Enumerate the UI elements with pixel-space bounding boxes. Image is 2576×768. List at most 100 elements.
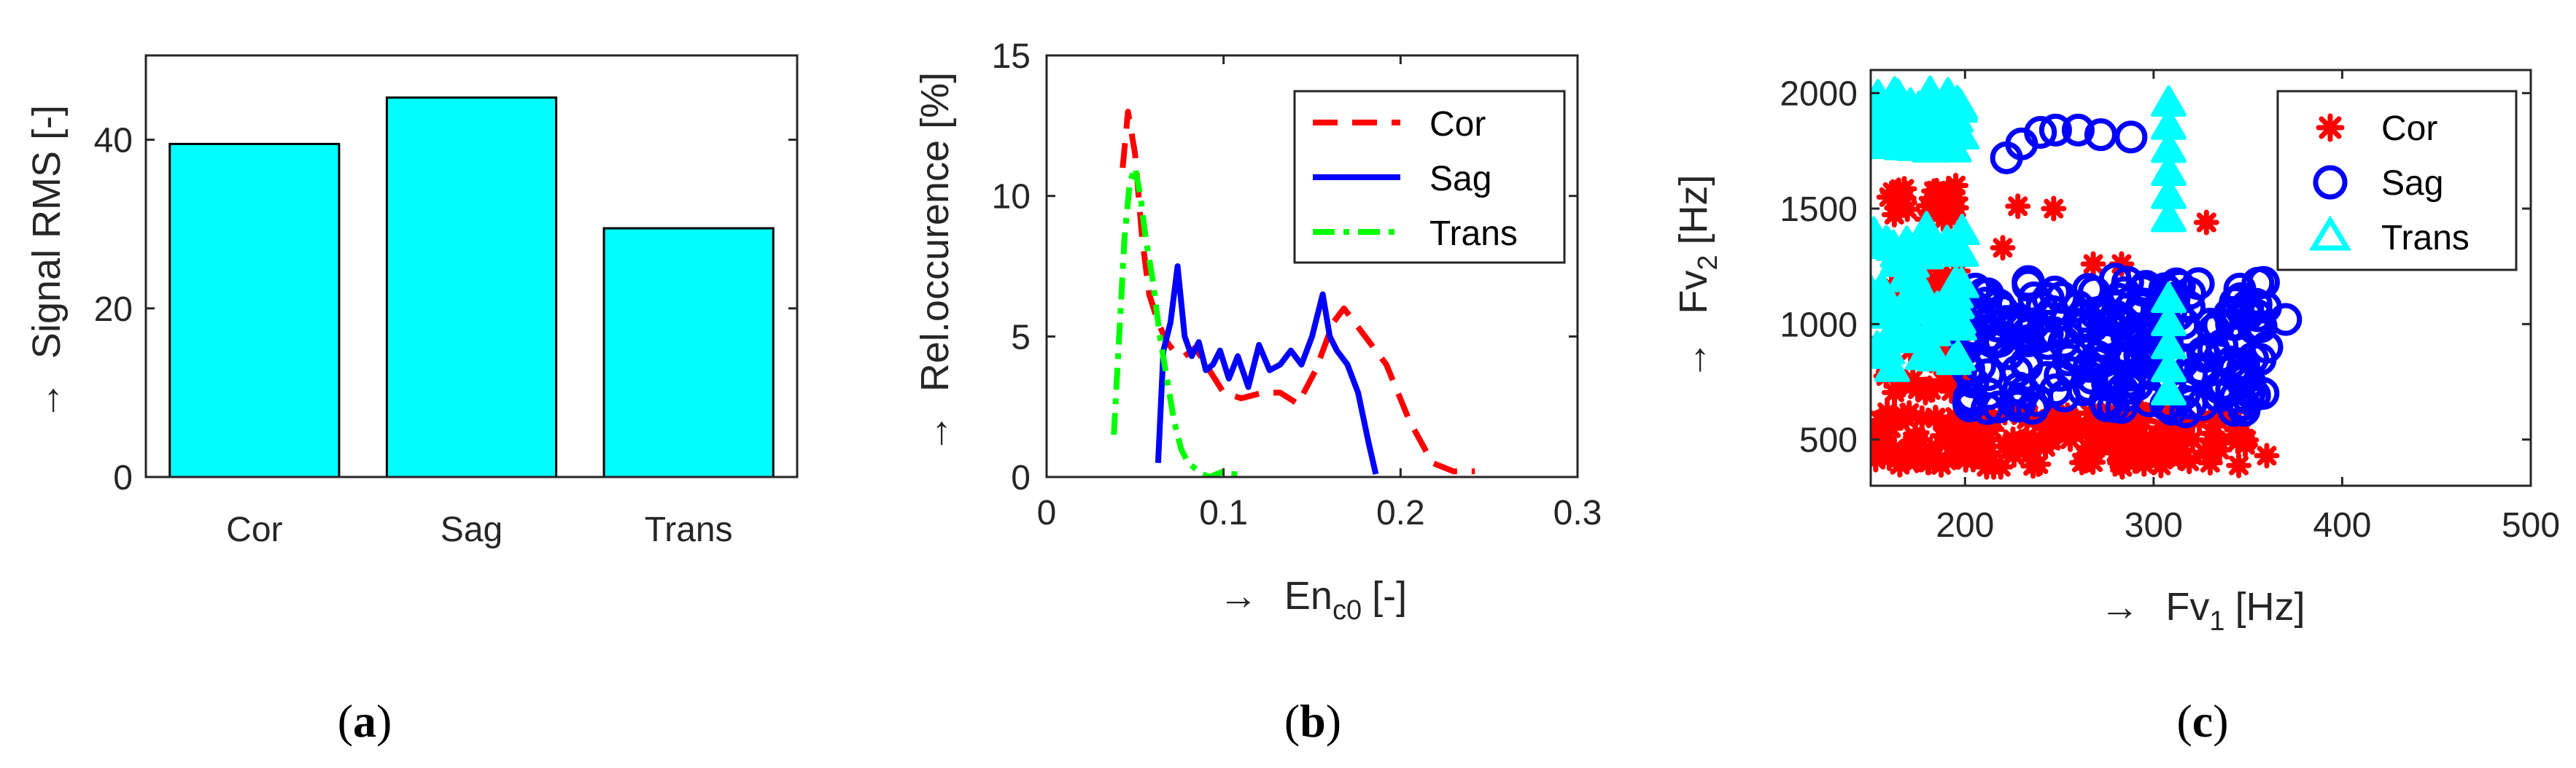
scatter-point-cor (1878, 415, 1904, 441)
scatter-point-cor (2206, 430, 2232, 456)
scatter-point-sag (2044, 359, 2077, 392)
scatter-point-sag (2010, 346, 2044, 379)
scatter-point-cor (2176, 449, 2203, 475)
scatter-point-trans (1911, 88, 1947, 120)
scatter-point-trans (1871, 225, 1904, 257)
x-tick-label: 0.2 (1376, 494, 1425, 532)
scatter-point-sag (2116, 319, 2149, 352)
panel-a-bar-chart: Cor Sag Trans 0 20 40 →Signal RMS [-] (a) (25, 54, 799, 747)
panel-c-caption: (c) (2176, 695, 2228, 747)
panel-a-axes-box (144, 54, 799, 478)
scatter-point-cor (2073, 448, 2099, 474)
panel-b-legend: Cor Sag Trans (1293, 90, 1566, 264)
y-tick-label: 15 (992, 37, 1031, 76)
scatter-point-cor (2080, 251, 2106, 277)
y-tick-label: 1500 (1780, 190, 1858, 229)
scatter-point-sag (2246, 376, 2280, 410)
scatter-point-trans (1905, 338, 1941, 371)
scatter-point-sag (2186, 336, 2219, 370)
scatter-point-cor (2025, 451, 2052, 477)
bar-group (168, 96, 775, 478)
scatter-point-trans (2151, 85, 2187, 117)
panel-c-scatter-points (1871, 75, 2303, 480)
scatter-point-cor (1887, 451, 1913, 478)
scatter-point-trans (2151, 373, 2187, 406)
scatter-point-trans (2151, 351, 2187, 383)
scatter-point-trans (2151, 177, 2187, 209)
scatter-point-trans (2151, 327, 2187, 360)
y-tick-label: 2000 (1780, 75, 1858, 114)
scatter-point-trans (1940, 339, 1976, 371)
x-tick-label: 400 (2313, 506, 2371, 545)
legend-label-trans: Trans (2381, 219, 2470, 257)
scatter-point-sag (2186, 388, 2219, 422)
scatter-point-cor (1906, 427, 1933, 453)
scatter-point-cor (1917, 193, 1944, 219)
scatter-point-sag (2006, 311, 2039, 344)
panel-b-axes-box (1045, 54, 1579, 478)
scatter-point-sag (2001, 354, 2034, 388)
scatter-point-sag (2067, 309, 2100, 343)
panel-c-xlabel: → Fv1 [Hz] (2100, 585, 2305, 637)
panel-a-ticks: Cor Sag Trans 0 20 40 (94, 122, 797, 549)
scatter-point-trans (1871, 286, 1906, 318)
scatter-point-sag (2114, 120, 2148, 154)
panel-c-axes-box (1869, 69, 2532, 487)
scatter-point-cor (1918, 377, 1944, 403)
x-tick-label: 0 (1037, 494, 1057, 532)
scatter-point-trans (1916, 303, 1952, 335)
scatter-point-trans (1940, 117, 1976, 149)
scatter-point-cor (1882, 379, 1907, 406)
scatter-point-trans (2151, 155, 2187, 186)
x-tick-label: 0.3 (1553, 494, 1602, 532)
scatter-point-trans (1871, 79, 1896, 111)
bar-cor (168, 142, 341, 478)
panel-c-scatter-chart: 200 300 400 500 500 1000 1500 2000 Cor Sag Tran… (1672, 69, 2560, 747)
panel-b-series-lines (1111, 109, 1475, 477)
y-tick-label: 40 (94, 122, 133, 160)
scatter-point-cor (2080, 423, 2106, 449)
scatter-point-sag (2061, 113, 2095, 147)
scatter-point-cor (2226, 452, 2252, 478)
y-tick-label: 500 (1799, 422, 1858, 460)
y-tick-label: 0 (1011, 459, 1031, 497)
scatter-point-trans (2151, 131, 2187, 163)
scatter-point-sag (1982, 390, 2015, 424)
scatter-point-sag (2239, 287, 2273, 321)
scatter-point-trans (1896, 129, 1932, 161)
scatter-point-trans (1943, 266, 1979, 298)
scatter-point-trans (1882, 87, 1918, 119)
scatter-point-trans (2151, 304, 2187, 336)
scatter-point-trans (2151, 108, 2187, 140)
legend-label-cor: Cor (2381, 109, 2437, 148)
panel-c-legend: Cor Sag Trans (2276, 90, 2518, 271)
scatter-point-cor (1976, 433, 2002, 459)
scatter-point-sag (2031, 327, 2065, 360)
scatter-point-sag (2232, 382, 2265, 416)
scatter-point-cor (2157, 435, 2184, 461)
x-tick-label: 200 (1936, 506, 1994, 545)
scatter-point-cor (2001, 442, 2027, 468)
y-tick-label: 20 (94, 290, 133, 329)
legend-swatch-sag (2313, 165, 2348, 200)
panel-b-caption: (b) (1284, 695, 1341, 747)
scatter-point-cor (2197, 450, 2223, 476)
x-tick-label: 500 (2502, 506, 2560, 545)
scatter-point-trans (2151, 282, 2187, 314)
panel-b-line-chart: 0 0.1 0.2 0.3 0 5 10 15 Cor Sag Trans →Rel.occu… (913, 37, 1602, 747)
scatter-point-sag (2045, 281, 2079, 314)
scatter-point-cor (1943, 172, 1969, 198)
scatter-point-sag (2084, 118, 2117, 152)
legend-label-trans: Trans (1429, 214, 1518, 253)
scatter-point-cor (2232, 432, 2258, 458)
scatter-point-cor (1990, 235, 2016, 261)
scatter-point-cor (2005, 193, 2031, 220)
scatter-point-cor (1890, 185, 1917, 212)
scatter-point-trans (2151, 201, 2187, 233)
scatter-point-trans (1871, 107, 1906, 139)
scatter-point-sag (2169, 395, 2203, 429)
x-tick-label: 0.1 (1199, 494, 1248, 532)
y-tick-label: 1000 (1780, 306, 1858, 344)
scatter-point-cor (2041, 195, 2067, 222)
y-tick-label: 0 (113, 459, 133, 497)
